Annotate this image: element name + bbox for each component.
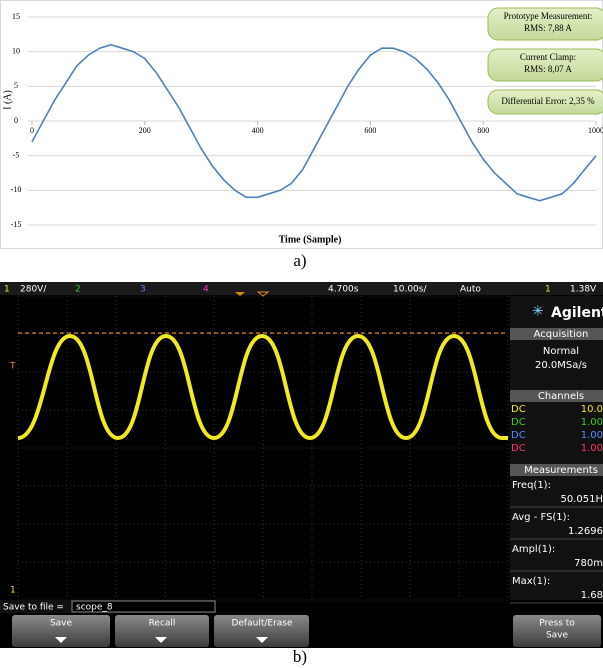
top-bar: [0, 282, 603, 295]
y-tick-label: 5: [14, 81, 18, 90]
x-tick-label: 800: [477, 126, 489, 135]
y-tick-label: -15: [11, 220, 22, 229]
top-bar-item: 4: [203, 285, 209, 295]
caption: a): [293, 251, 306, 270]
y-axis-label: I (A): [2, 90, 13, 110]
softkey-label: Default/Erase: [231, 619, 293, 629]
y-tick-label: -10: [11, 185, 22, 194]
caption: b): [293, 647, 307, 666]
top-bar-item: Auto: [460, 285, 481, 295]
channel-coupling: DC: [511, 430, 526, 441]
channel-marker-label: 1: [10, 586, 16, 596]
brand: Agilent: [551, 305, 603, 321]
top-bar-item: 1.38V: [570, 285, 597, 295]
save-label: Save to file =: [3, 603, 64, 613]
top-bar-item: 280V/: [20, 285, 47, 295]
annotation-text: Current Clamp:: [520, 52, 576, 62]
measurement-name: Avg - FS(1):: [512, 512, 570, 523]
x-axis-label: Time (Sample): [279, 234, 342, 245]
logo-icon: ✳: [532, 303, 544, 319]
acq-rate: 20.0MSa/s: [535, 360, 587, 371]
measurement-name: Max(1):: [512, 576, 550, 587]
x-tick-label: 400: [252, 126, 264, 135]
softkey-label: Save: [50, 619, 73, 629]
channel-scale: 10.0: [581, 404, 603, 415]
annotation-text: Prototype Measurement:: [504, 11, 593, 21]
panel-title: Acquisition: [534, 329, 589, 340]
channel-coupling: DC: [511, 417, 526, 428]
top-bar-item: 4.700s: [328, 285, 359, 295]
file-name: scope_8: [76, 603, 113, 613]
annotation-text: Differential Error: 2,35 %: [501, 96, 595, 106]
annotation-text: RMS: 7,88 A: [524, 23, 572, 33]
figure: I (A) Time (Sample) a) ✳ 1 280V/2 3 4 4.700s…: [0, 0, 603, 668]
measurement-value: 1.2696: [568, 526, 603, 537]
channel-coupling: DC: [511, 443, 526, 454]
channel-scale: 1.00: [581, 430, 603, 441]
top-bar-item: 3: [140, 285, 146, 295]
x-tick-label: 0: [30, 126, 34, 135]
measurement-value: 1.68: [581, 590, 603, 601]
softkey-label: Save: [546, 631, 569, 641]
panel-title: Measurements: [524, 465, 598, 476]
measurement-name: Freq(1):: [512, 480, 551, 491]
top-bar-item: 2: [75, 285, 81, 295]
softkey-label: Press to: [539, 619, 575, 629]
panel-title: Channels: [538, 391, 584, 402]
measurement-name: Ampl(1):: [512, 544, 555, 555]
acq-mode: Normal: [543, 346, 579, 357]
measurement-value: 780m: [574, 558, 603, 569]
channel-scale: 1.00: [581, 417, 603, 428]
x-tick-label: 600: [364, 126, 376, 135]
top-bar-item: 1: [545, 285, 551, 295]
top-bar-item: 1: [4, 285, 10, 295]
y-tick-label: 0: [14, 116, 18, 125]
annotation-text: RMS: 8,07 A: [524, 64, 572, 74]
channel-scale: 1.00: [581, 443, 603, 454]
y-tick-label: -5: [13, 150, 20, 159]
softkey-label: Recall: [149, 619, 176, 629]
page: {"chart_data": {"type": "line", "x": [0,…: [0, 0, 603, 668]
channel-coupling: DC: [511, 404, 526, 415]
x-tick-label: 200: [139, 126, 151, 135]
measurement-value: 50.051H: [560, 494, 603, 505]
trigger-marker-label: T: [9, 362, 16, 372]
y-tick-label: 15: [12, 12, 20, 21]
x-tick-label: 1000: [588, 126, 603, 135]
top-bar-item: 10.00s/: [393, 285, 427, 295]
y-tick-label: 10: [12, 46, 20, 55]
